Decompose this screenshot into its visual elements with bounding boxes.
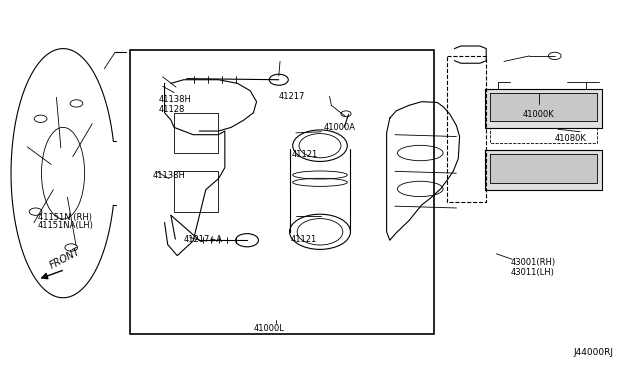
- Text: 41138H: 41138H: [152, 170, 186, 180]
- Bar: [130, 51, 434, 334]
- Text: 41217+A: 41217+A: [184, 235, 223, 244]
- Text: 41000A: 41000A: [323, 123, 355, 132]
- Text: 41000L: 41000L: [253, 324, 284, 333]
- Text: 43011(LH): 43011(LH): [510, 267, 554, 277]
- Polygon shape: [490, 154, 597, 183]
- Text: 41151NA(LH): 41151NA(LH): [38, 221, 93, 230]
- Polygon shape: [485, 150, 602, 190]
- Text: 41080K: 41080K: [555, 134, 587, 143]
- Text: 41217: 41217: [279, 92, 305, 101]
- Text: 41128: 41128: [158, 105, 184, 113]
- Text: 41151N (RH): 41151N (RH): [38, 213, 92, 222]
- Polygon shape: [485, 89, 602, 128]
- Text: FRONT: FRONT: [49, 247, 83, 271]
- Text: 43001(RH): 43001(RH): [510, 259, 556, 267]
- Bar: [174, 171, 218, 212]
- Bar: [174, 113, 218, 153]
- Text: 41121: 41121: [290, 235, 316, 244]
- Text: 41121: 41121: [291, 150, 317, 159]
- Text: J44000RJ: J44000RJ: [574, 348, 614, 357]
- Polygon shape: [490, 93, 597, 121]
- Text: 41138H: 41138H: [158, 95, 191, 105]
- Text: 41000K: 41000K: [523, 110, 555, 119]
